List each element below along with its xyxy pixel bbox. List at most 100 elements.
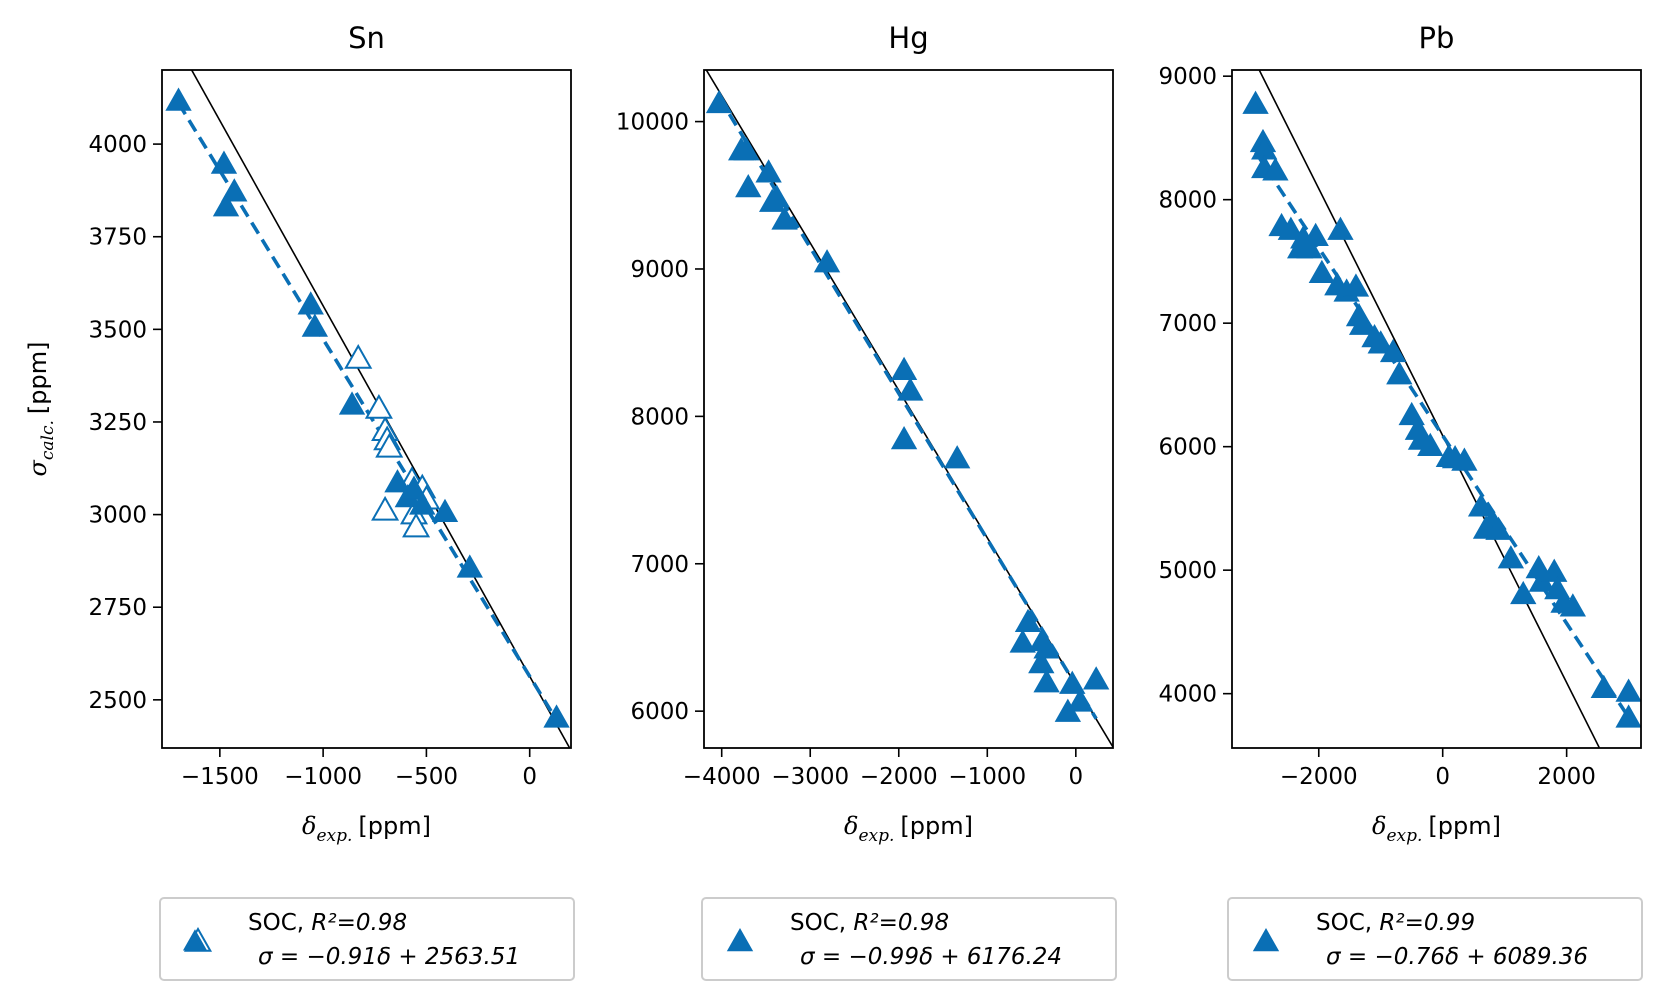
- y-tick-label: 6000: [1158, 435, 1217, 461]
- x-axis-label-symbol: δ: [302, 812, 316, 840]
- data-point: [1485, 516, 1512, 540]
- y-tick-label: 6000: [630, 699, 689, 725]
- data-point: [1009, 629, 1036, 653]
- x-tick-label: 2000: [1537, 764, 1596, 790]
- data-point: [543, 704, 570, 728]
- data-point: [338, 391, 366, 415]
- legend-label: SOC, R²=0.98: [248, 910, 407, 936]
- data-point: [735, 173, 762, 198]
- y-tick-label: 9000: [630, 257, 689, 283]
- data-point: [1242, 90, 1269, 114]
- legend-equation: σ = −0.91δ + 2563.51: [258, 944, 520, 970]
- legend-prefix: SOC,: [790, 910, 853, 936]
- data-point: [1067, 688, 1094, 712]
- y-tick-label: 3500: [88, 317, 147, 343]
- legend-equation: σ = −0.99δ + 6176.24: [800, 944, 1062, 970]
- x-axis-label-unit: [ppm]: [900, 812, 973, 840]
- legend-label: SOC, R²=0.99: [1316, 910, 1475, 936]
- data-point: [1348, 311, 1376, 335]
- data-point: [1277, 216, 1305, 240]
- legend-r2: R²=0.98: [853, 910, 949, 936]
- y-axis-label: σcalc. [ppm]: [24, 342, 58, 477]
- data-point: [165, 87, 192, 111]
- x-axis-label-unit: [ppm]: [358, 812, 431, 840]
- x-tick-label: 0: [522, 764, 537, 790]
- x-tick-label: −500: [395, 764, 458, 790]
- data-point: [1308, 259, 1336, 284]
- data-point: [813, 249, 841, 273]
- legend-box: [701, 897, 1117, 981]
- x-tick-label: 0: [1068, 764, 1083, 790]
- y-tick-label: 8000: [1158, 188, 1217, 214]
- y-tick-label: 4000: [88, 132, 147, 158]
- data-point: [1059, 670, 1086, 694]
- data-point: [1028, 650, 1055, 674]
- legend-r2: R²=0.98: [311, 910, 407, 936]
- x-axis-label-symbol: δ: [844, 812, 858, 840]
- open-point: [344, 343, 373, 369]
- data-point: [297, 291, 324, 315]
- data-point: [1417, 432, 1444, 456]
- y-tick-label: 2750: [88, 595, 147, 621]
- chart-panel-pb: Pb −2000 0 2000 4000 5000 6000 7000 8000 9000 δexp…: [1158, 21, 1643, 981]
- data-point: [1615, 678, 1641, 702]
- legend-label: SOC, R²=0.98: [790, 910, 949, 936]
- data-point: [1386, 361, 1413, 385]
- data-point: [221, 178, 248, 202]
- data-point: [1497, 545, 1525, 569]
- data-point: [1296, 235, 1323, 259]
- legend-prefix: SOC,: [248, 910, 311, 936]
- y-axis-label-symbol: σ: [24, 460, 52, 477]
- data-point: [1451, 447, 1478, 471]
- open-point: [371, 495, 400, 521]
- y-tick-label: 2500: [88, 688, 147, 714]
- data-point: [1541, 558, 1568, 582]
- data-point: [1083, 666, 1110, 690]
- data-point: [409, 491, 436, 515]
- fit-line: [176, 102, 559, 722]
- open-point: [375, 432, 404, 458]
- x-tick-label: −3000: [771, 764, 849, 790]
- fit-line: [1254, 151, 1631, 719]
- y-tick-label: 5000: [1158, 558, 1217, 584]
- plot-area: [1242, 70, 1641, 748]
- y-tick-label: 7000: [630, 552, 689, 578]
- y-tick-label: 3000: [88, 503, 147, 529]
- data-point: [1615, 704, 1641, 728]
- axes-frame: [1231, 69, 1642, 749]
- x-tick-label: −1000: [284, 764, 362, 790]
- x-axis-label: δexp. [ppm]: [302, 812, 431, 846]
- y-tick-label: 3250: [88, 410, 147, 436]
- data-point: [1367, 330, 1394, 354]
- y-axis-label-subscript: calc.: [38, 420, 58, 460]
- plot-area: [705, 70, 1113, 748]
- data-point: [1510, 580, 1537, 605]
- x-tick-label: 0: [1435, 764, 1450, 790]
- x-axis-label-subscript: exp.: [316, 826, 352, 846]
- legend-box: [1227, 897, 1643, 981]
- x-axis-label-subscript: exp.: [1386, 826, 1422, 846]
- x-tick-label: −2000: [860, 764, 938, 790]
- y-tick-label: 9000: [1158, 64, 1217, 90]
- data-point: [1467, 493, 1495, 517]
- data-point: [890, 356, 918, 380]
- legend-box: [159, 897, 575, 981]
- data-point: [897, 377, 924, 401]
- data-point: [1327, 216, 1354, 240]
- data-point: [1302, 222, 1329, 246]
- axes-frame: [161, 69, 572, 749]
- data-point: [944, 445, 971, 469]
- data-point: [212, 193, 240, 217]
- y-tick-label: 4000: [1158, 682, 1217, 708]
- data-point: [210, 150, 238, 174]
- data-point: [771, 206, 798, 230]
- x-tick-label: −1000: [948, 764, 1026, 790]
- legend-filled-marker: [726, 928, 754, 952]
- x-axis-label-symbol: δ: [1372, 812, 1386, 840]
- open-point: [402, 512, 431, 538]
- y-axis-label-unit: [ppm]: [24, 342, 52, 415]
- data-point: [431, 498, 459, 523]
- data-point: [890, 425, 918, 450]
- legend: SOC, R²=0.99 σ = −0.76δ + 6089.36: [1227, 897, 1643, 981]
- data-point: [1014, 608, 1042, 632]
